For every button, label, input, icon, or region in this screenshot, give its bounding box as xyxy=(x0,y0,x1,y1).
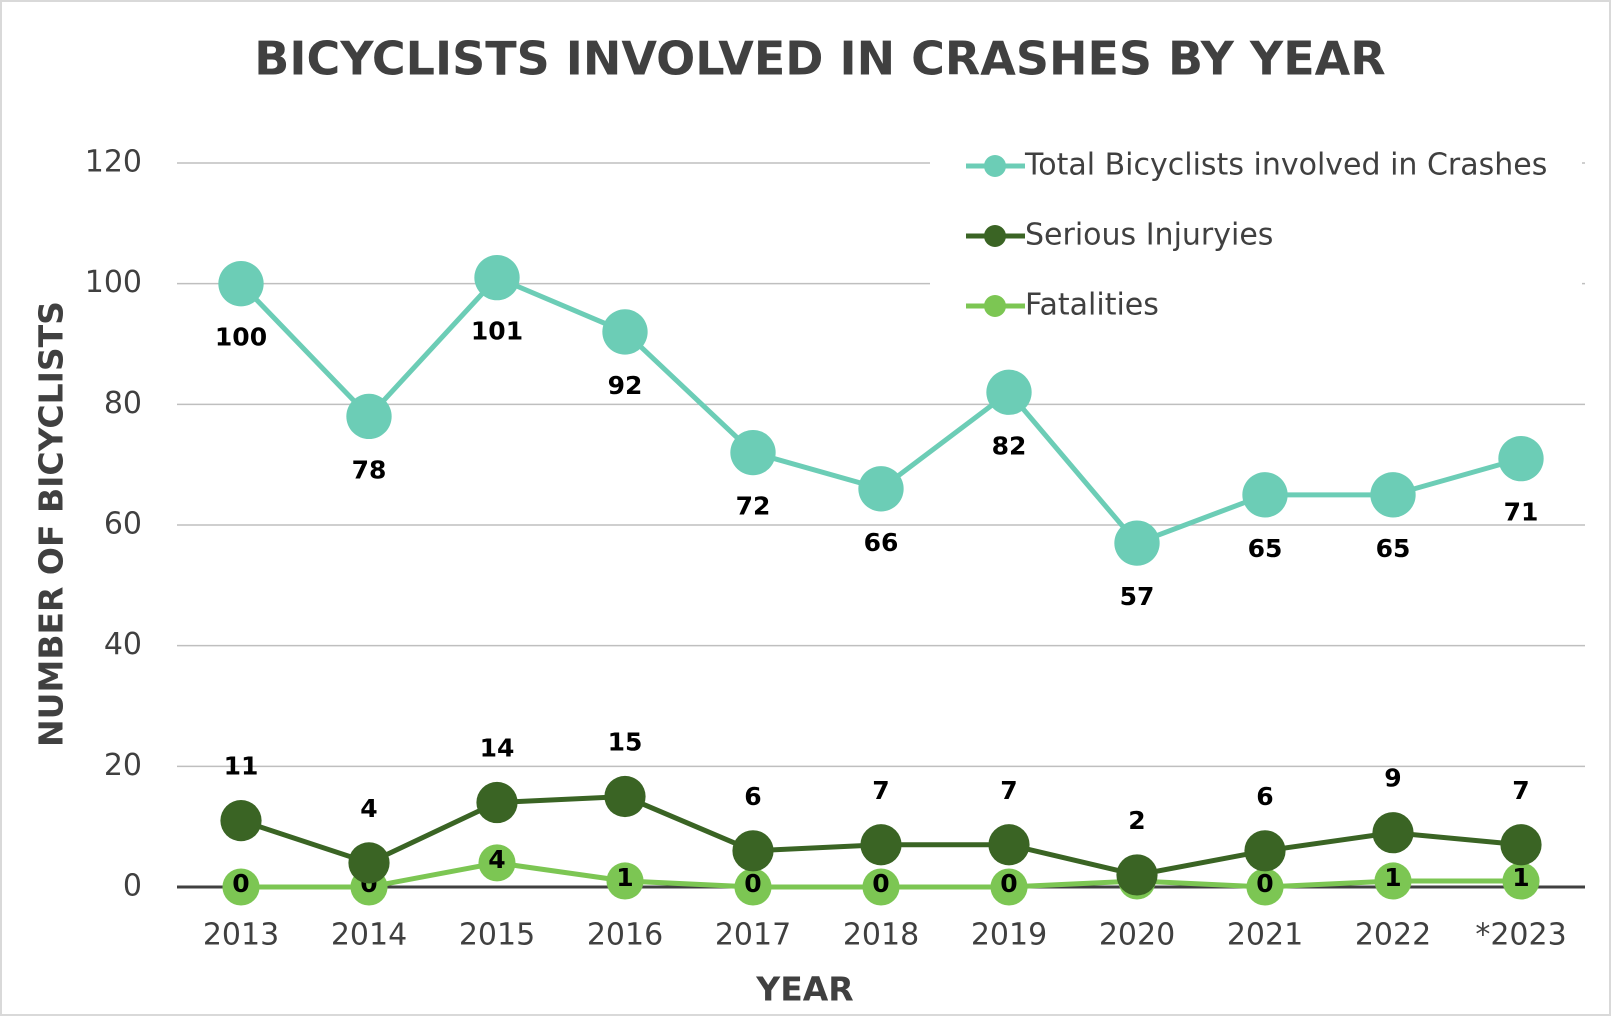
y-tick-label: 120 xyxy=(85,145,142,180)
data-label: 82 xyxy=(992,431,1027,460)
data-label: 72 xyxy=(736,492,771,521)
chart-title: BICYCLISTS INVOLVED IN CRASHES BY YEAR xyxy=(254,32,1385,86)
data-point xyxy=(1244,830,1286,872)
data-label: 101 xyxy=(471,317,523,346)
legend-label: Total Bicyclists involved in Crashes xyxy=(1024,148,1547,183)
data-label: 0 xyxy=(232,869,249,898)
x-tick-label: 2017 xyxy=(715,918,791,953)
x-tick-label: 2016 xyxy=(587,918,663,953)
data-point xyxy=(990,868,1028,906)
data-point xyxy=(1242,472,1288,518)
data-label: 4 xyxy=(360,794,377,823)
legend-marker xyxy=(984,225,1006,247)
data-label: 0 xyxy=(744,869,761,898)
y-tick-label: 100 xyxy=(85,265,142,300)
data-point xyxy=(1372,812,1414,854)
data-point xyxy=(734,868,772,906)
data-point xyxy=(730,429,776,476)
x-axis-title: YEAR xyxy=(755,970,853,1009)
data-point xyxy=(732,830,774,872)
data-label: 7 xyxy=(1512,776,1529,805)
data-point xyxy=(1498,435,1544,482)
data-label: 9 xyxy=(1384,764,1401,793)
y-tick-label: 80 xyxy=(104,386,142,421)
data-label: 100 xyxy=(215,323,267,352)
data-label: 57 xyxy=(1120,582,1155,611)
data-point xyxy=(222,868,260,906)
data-label: 65 xyxy=(1376,534,1411,563)
data-label: 71 xyxy=(1504,498,1539,527)
legend-marker xyxy=(984,295,1006,317)
data-label: 1 xyxy=(1384,863,1401,892)
data-label: 6 xyxy=(744,782,761,811)
legend-marker xyxy=(984,155,1006,177)
data-point xyxy=(348,842,390,884)
data-point xyxy=(1114,520,1160,566)
legend-box xyxy=(930,133,1582,338)
x-tick-label: 2020 xyxy=(1099,918,1175,953)
data-point xyxy=(476,781,518,824)
x-tick-label: *2023 xyxy=(1475,918,1566,953)
y-tick-label: 20 xyxy=(104,748,142,783)
data-label: 0 xyxy=(1000,869,1017,898)
legend-label: Serious Injuryies xyxy=(1025,218,1273,253)
data-point xyxy=(346,393,392,440)
data-label: 4 xyxy=(488,845,505,874)
data-label: 14 xyxy=(480,734,515,763)
data-label: 11 xyxy=(224,752,259,781)
data-label: 65 xyxy=(1248,534,1283,563)
data-point xyxy=(988,824,1030,866)
data-label: 1 xyxy=(1512,863,1529,892)
data-point xyxy=(604,775,646,818)
x-tick-label: 2013 xyxy=(203,918,279,953)
data-label: 2 xyxy=(1128,806,1145,835)
data-point xyxy=(478,844,516,882)
data-label: 6 xyxy=(1256,782,1273,811)
y-tick-label: 40 xyxy=(104,627,142,662)
data-label: 78 xyxy=(352,455,387,484)
data-label: 0 xyxy=(1256,869,1273,898)
data-point xyxy=(602,309,648,355)
data-point xyxy=(606,862,644,900)
data-point xyxy=(1502,862,1540,900)
data-label: 0 xyxy=(872,869,889,898)
x-tick-label: 2014 xyxy=(331,918,407,953)
data-point xyxy=(1500,824,1542,866)
data-label: 1 xyxy=(616,863,633,892)
data-point xyxy=(1246,868,1284,906)
x-tick-label: 2015 xyxy=(459,918,535,953)
data-point xyxy=(860,824,902,866)
x-tick-label: 2021 xyxy=(1227,918,1303,953)
data-point xyxy=(1370,472,1416,518)
data-label: 92 xyxy=(608,371,643,400)
data-label: 7 xyxy=(1000,776,1017,805)
data-point xyxy=(1374,862,1412,900)
data-point xyxy=(474,254,520,301)
x-tick-label: 2019 xyxy=(971,918,1047,953)
data-point xyxy=(220,800,262,842)
data-label: 66 xyxy=(864,528,899,557)
y-tick-label: 60 xyxy=(104,507,142,542)
legend-label: Fatalities xyxy=(1025,288,1159,323)
y-tick-label: 0 xyxy=(123,869,142,904)
x-tick-label: 2018 xyxy=(843,918,919,953)
data-label: 7 xyxy=(872,776,889,805)
data-point xyxy=(858,466,904,512)
data-point xyxy=(218,261,264,307)
data-point xyxy=(986,369,1032,415)
data-point xyxy=(1116,854,1158,896)
y-axis-title: NUMBER OF BICYCLISTS xyxy=(32,301,71,747)
data-point xyxy=(862,868,900,906)
data-label: 15 xyxy=(608,728,643,757)
x-tick-label: 2022 xyxy=(1355,918,1431,953)
